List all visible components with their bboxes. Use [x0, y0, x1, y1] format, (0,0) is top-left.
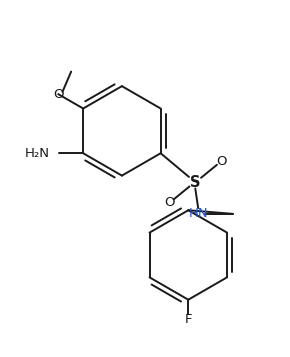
- Text: O: O: [53, 87, 64, 101]
- Text: F: F: [184, 313, 192, 326]
- Text: O: O: [216, 155, 226, 169]
- Text: H₂N: H₂N: [25, 147, 50, 160]
- Text: S: S: [190, 175, 201, 190]
- Text: HN: HN: [188, 207, 208, 220]
- Text: O: O: [164, 196, 175, 209]
